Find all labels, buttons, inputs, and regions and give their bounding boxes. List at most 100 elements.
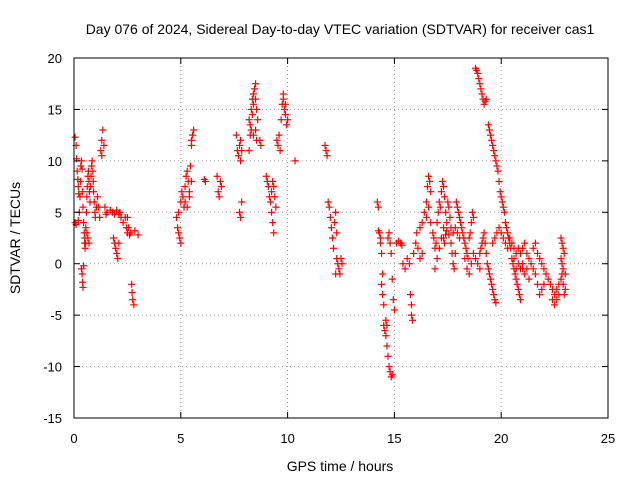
data-point (463, 249, 471, 257)
data-point (494, 167, 502, 175)
data-point (90, 198, 98, 206)
data-point (452, 198, 460, 206)
data-point (216, 177, 224, 185)
data-point (384, 352, 392, 360)
data-point (546, 280, 554, 288)
data-point (90, 188, 98, 196)
data-point (442, 208, 450, 216)
data-point (456, 213, 464, 221)
data-point (491, 152, 499, 160)
data-point (501, 219, 509, 227)
data-point (482, 95, 490, 103)
data-point (495, 224, 503, 232)
data-point (277, 116, 285, 124)
data-point (128, 289, 136, 297)
data-point (178, 188, 186, 196)
data-point (488, 136, 496, 144)
data-point (480, 100, 488, 108)
data-point (491, 234, 499, 242)
data-point (482, 249, 490, 257)
data-point (487, 131, 495, 139)
data-point (183, 203, 191, 211)
data-point (485, 126, 493, 134)
data-point (449, 260, 457, 268)
data-point (82, 224, 90, 232)
data-point (506, 234, 514, 242)
data-point (267, 198, 275, 206)
data-point (250, 85, 258, 93)
data-point (262, 172, 270, 180)
data-point (256, 136, 264, 144)
x-tick-label: 20 (494, 431, 508, 446)
data-point (557, 255, 565, 263)
data-point (187, 136, 195, 144)
data-point (523, 249, 531, 257)
data-point (475, 75, 483, 83)
data-point (451, 249, 459, 257)
data-point (487, 275, 495, 283)
data-point (424, 183, 432, 191)
data-point (461, 255, 469, 263)
data-point (558, 239, 566, 247)
y-tick-label: 10 (48, 154, 62, 169)
data-point (493, 162, 501, 170)
data-point (87, 183, 95, 191)
y-tick-label: 20 (48, 51, 62, 66)
data-point (181, 183, 189, 191)
data-point (527, 260, 535, 268)
data-point (485, 270, 493, 278)
data-point (426, 177, 434, 185)
data-point (379, 270, 387, 278)
data-point (181, 198, 189, 206)
data-point (124, 224, 132, 232)
data-point (237, 157, 245, 165)
data-point (89, 167, 97, 175)
data-point (416, 224, 424, 232)
data-point (503, 224, 511, 232)
data-point (490, 147, 498, 155)
data-point (268, 188, 276, 196)
data-point (324, 198, 332, 206)
data-point (476, 80, 484, 88)
y-tick-label: 15 (48, 102, 62, 117)
data-point (477, 85, 485, 93)
data-point (79, 188, 87, 196)
data-point (458, 224, 466, 232)
data-point (333, 229, 341, 237)
data-point (182, 172, 190, 180)
data-point (74, 183, 82, 191)
data-point (116, 208, 124, 216)
data-point (269, 219, 277, 227)
data-point (453, 203, 461, 211)
data-point (529, 244, 537, 252)
data-point (413, 229, 421, 237)
data-point (492, 299, 500, 307)
data-point (456, 234, 464, 242)
data-point (437, 234, 445, 242)
data-point (561, 285, 569, 293)
data-point (496, 188, 504, 196)
data-point (438, 177, 446, 185)
data-point (77, 162, 85, 170)
data-point (516, 249, 524, 257)
data-point (378, 280, 386, 288)
data-point (431, 265, 439, 273)
data-point (80, 262, 88, 270)
data-point (281, 100, 289, 108)
data-point (93, 193, 101, 201)
data-point (481, 239, 489, 247)
data-point (98, 152, 106, 160)
data-point (466, 229, 474, 237)
data-point (386, 239, 394, 247)
data-point (115, 239, 123, 247)
data-point (76, 177, 84, 185)
data-point (467, 219, 475, 227)
data-point (270, 183, 278, 191)
data-point (488, 280, 496, 288)
data-point (453, 229, 461, 237)
data-point (383, 321, 391, 329)
data-point (446, 213, 454, 221)
data-point (245, 116, 253, 124)
data-point (249, 131, 257, 139)
